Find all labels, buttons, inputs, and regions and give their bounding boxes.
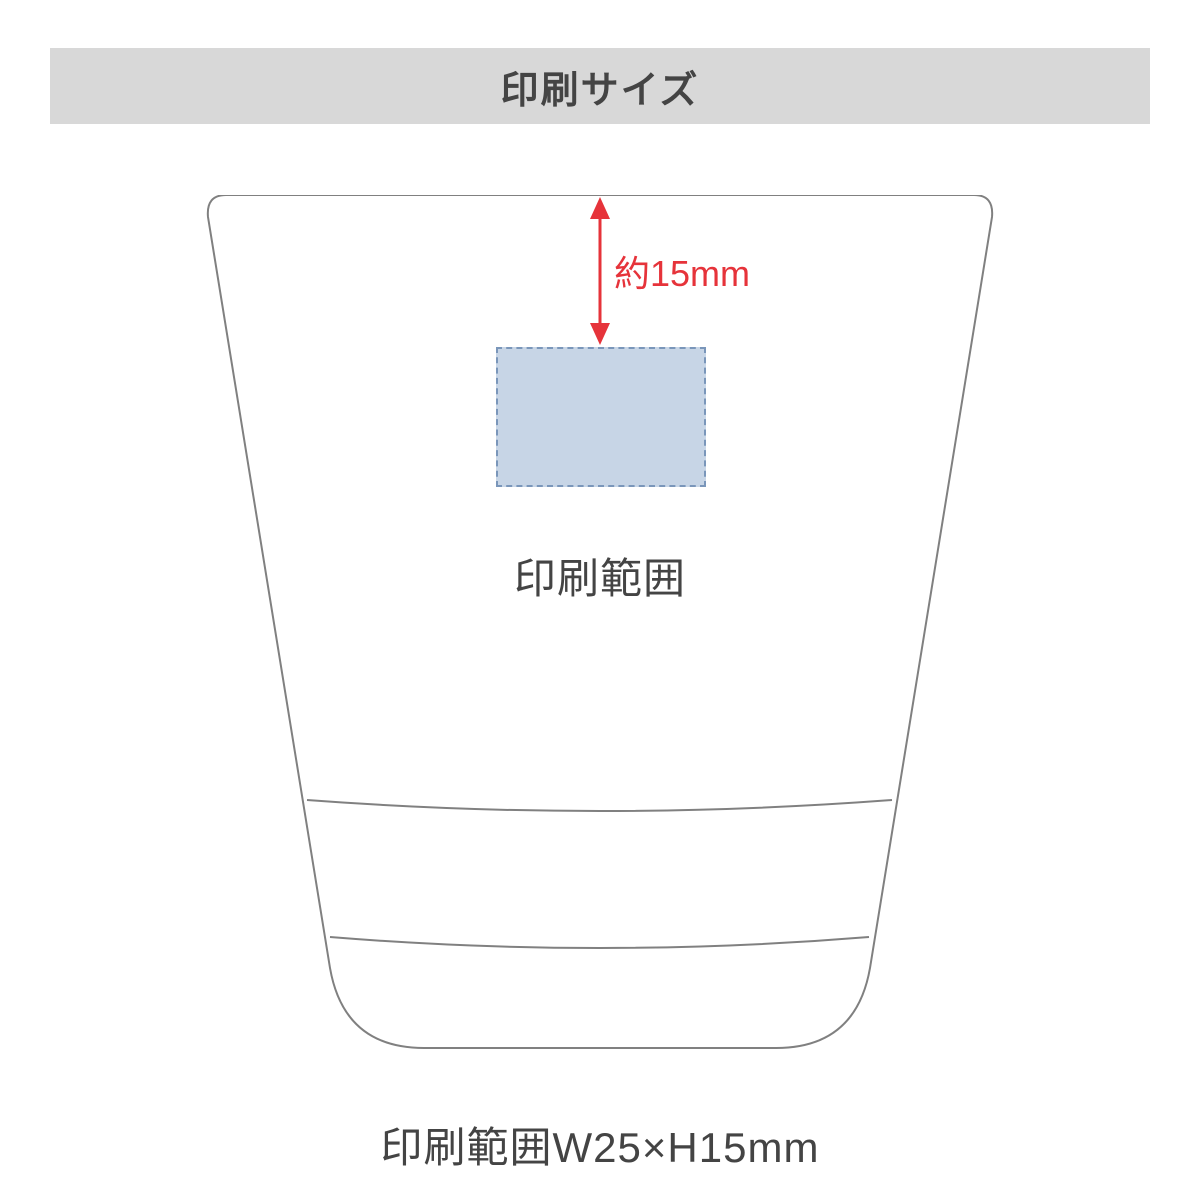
caption: 印刷範囲W25×H15mm bbox=[0, 1114, 1200, 1175]
dimension-arrow-top bbox=[590, 197, 610, 219]
dimension-label: 約15mm bbox=[614, 245, 750, 297]
cup-band-upper bbox=[307, 800, 892, 811]
print-area-box bbox=[496, 347, 706, 487]
print-range-label: 印刷範囲 bbox=[0, 545, 1200, 606]
cup-band-lower bbox=[330, 937, 869, 948]
diagram-canvas bbox=[0, 195, 1200, 1095]
dimension-arrow-bottom bbox=[590, 323, 610, 345]
header-bar: 印刷サイズ bbox=[50, 48, 1150, 124]
header-title: 印刷サイズ bbox=[501, 59, 700, 114]
